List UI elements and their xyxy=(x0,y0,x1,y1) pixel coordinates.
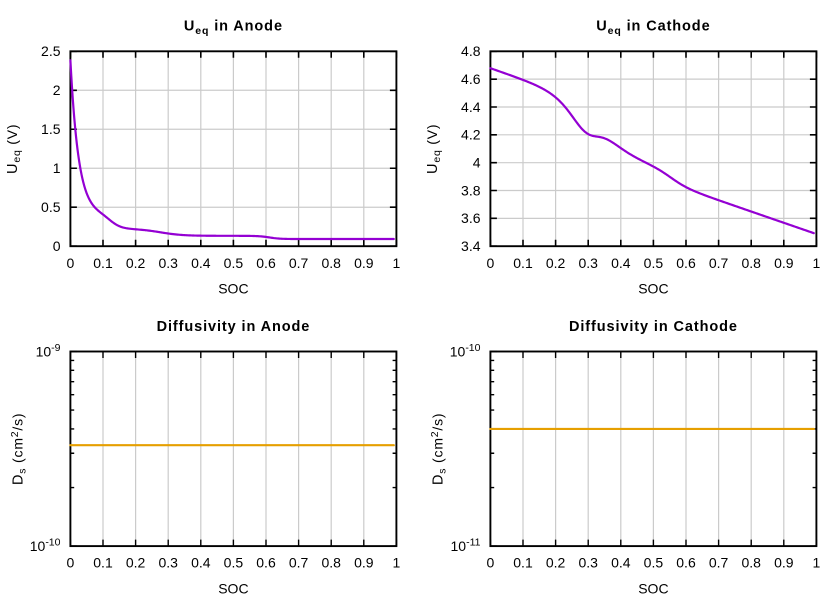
svg-text:0.6: 0.6 xyxy=(676,255,696,271)
svg-text:10-11: 10-11 xyxy=(451,537,481,554)
svg-text:4: 4 xyxy=(473,154,481,170)
svg-text:0.8: 0.8 xyxy=(741,255,761,271)
svg-text:Ueq (V): Ueq (V) xyxy=(4,124,23,174)
svg-text:Diffusivity in Cathode: Diffusivity in Cathode xyxy=(569,319,738,335)
svg-text:1: 1 xyxy=(813,255,821,271)
svg-text:3.4: 3.4 xyxy=(461,238,481,254)
svg-text:0.3: 0.3 xyxy=(578,255,598,271)
svg-text:0.7: 0.7 xyxy=(709,255,729,271)
svg-text:0: 0 xyxy=(487,555,495,571)
svg-text:0: 0 xyxy=(53,238,61,254)
svg-text:Ds (cm2/s): Ds (cm2/s) xyxy=(9,413,29,485)
svg-text:0.4: 0.4 xyxy=(611,255,631,271)
svg-text:0.6: 0.6 xyxy=(256,555,276,571)
svg-text:0.3: 0.3 xyxy=(578,555,598,571)
svg-text:Ds (cm2/s): Ds (cm2/s) xyxy=(429,413,449,485)
svg-text:0.1: 0.1 xyxy=(513,555,533,571)
svg-text:0.5: 0.5 xyxy=(644,555,664,571)
svg-text:4.6: 4.6 xyxy=(461,71,481,87)
svg-text:0.1: 0.1 xyxy=(93,555,113,571)
svg-text:SOC: SOC xyxy=(218,581,248,597)
svg-text:1: 1 xyxy=(813,555,821,571)
svg-text:0.8: 0.8 xyxy=(321,255,341,271)
svg-text:2.5: 2.5 xyxy=(41,43,61,59)
svg-text:0.2: 0.2 xyxy=(546,555,566,571)
svg-text:Ueq in Anode: Ueq in Anode xyxy=(184,19,283,37)
svg-text:1: 1 xyxy=(393,555,401,571)
svg-text:4.2: 4.2 xyxy=(461,127,481,143)
svg-text:0.6: 0.6 xyxy=(676,555,696,571)
svg-text:0: 0 xyxy=(67,555,75,571)
svg-text:2: 2 xyxy=(53,82,61,98)
svg-text:0.3: 0.3 xyxy=(158,555,178,571)
svg-text:0.9: 0.9 xyxy=(774,255,794,271)
svg-text:0.8: 0.8 xyxy=(321,555,341,571)
svg-text:0: 0 xyxy=(487,255,495,271)
svg-text:0.3: 0.3 xyxy=(158,255,178,271)
svg-text:0.5: 0.5 xyxy=(224,555,244,571)
svg-text:SOC: SOC xyxy=(218,281,248,297)
svg-text:Ueq in Cathode: Ueq in Cathode xyxy=(596,19,710,37)
svg-text:1.5: 1.5 xyxy=(41,121,61,137)
svg-text:SOC: SOC xyxy=(638,581,668,597)
svg-text:0.1: 0.1 xyxy=(513,255,533,271)
svg-text:0.2: 0.2 xyxy=(126,255,146,271)
svg-text:0: 0 xyxy=(67,255,75,271)
svg-text:0.4: 0.4 xyxy=(191,255,211,271)
svg-text:0.7: 0.7 xyxy=(289,555,309,571)
svg-text:0.9: 0.9 xyxy=(354,555,374,571)
svg-text:1: 1 xyxy=(53,160,61,176)
svg-text:1: 1 xyxy=(393,255,401,271)
svg-text:0.9: 0.9 xyxy=(774,555,794,571)
svg-text:0.7: 0.7 xyxy=(289,255,309,271)
svg-text:0.5: 0.5 xyxy=(41,199,61,215)
svg-text:4.4: 4.4 xyxy=(461,99,481,115)
svg-text:0.7: 0.7 xyxy=(709,555,729,571)
svg-text:0.4: 0.4 xyxy=(191,555,211,571)
svg-text:4.8: 4.8 xyxy=(461,43,481,59)
svg-text:3.8: 3.8 xyxy=(461,182,481,198)
svg-text:0.5: 0.5 xyxy=(644,255,664,271)
svg-text:0.6: 0.6 xyxy=(256,255,276,271)
svg-text:SOC: SOC xyxy=(638,281,668,297)
svg-text:0.8: 0.8 xyxy=(741,555,761,571)
svg-text:Diffusivity in Anode: Diffusivity in Anode xyxy=(157,319,311,335)
svg-text:0.9: 0.9 xyxy=(354,255,374,271)
svg-text:0.2: 0.2 xyxy=(546,255,566,271)
svg-text:3.6: 3.6 xyxy=(461,210,481,226)
svg-text:0.5: 0.5 xyxy=(224,255,244,271)
svg-text:0.2: 0.2 xyxy=(126,555,146,571)
svg-text:0.4: 0.4 xyxy=(611,555,631,571)
svg-text:0.1: 0.1 xyxy=(93,255,113,271)
